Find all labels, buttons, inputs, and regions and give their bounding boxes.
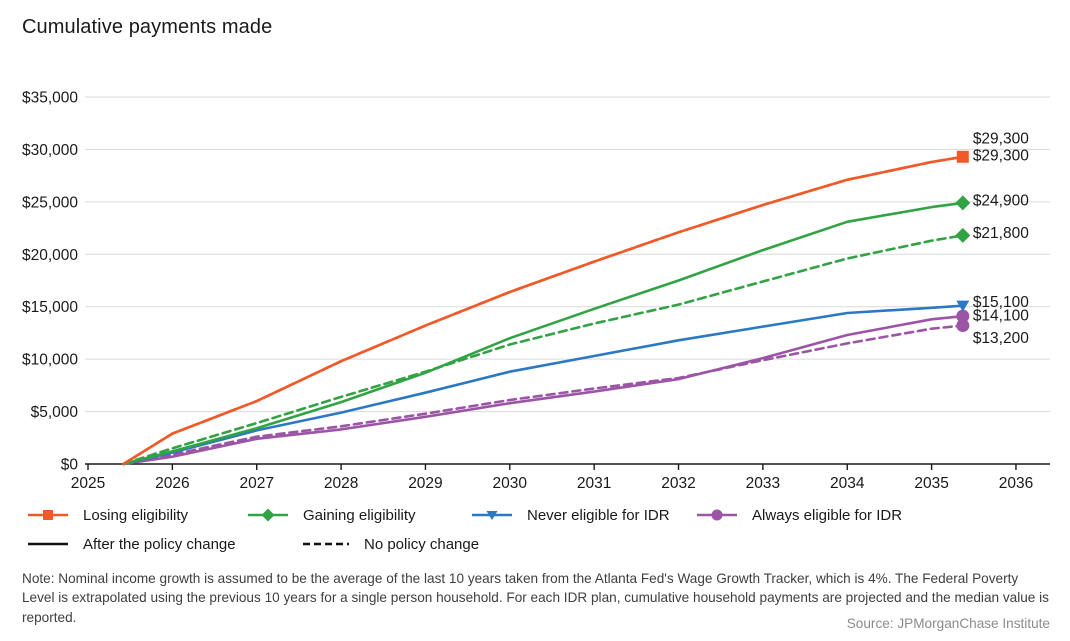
y-axis-tick-label: $10,000 xyxy=(22,352,78,369)
legend-label: Never eligible for IDR xyxy=(527,506,670,524)
note-text: Note: Nominal income growth is assumed t… xyxy=(22,571,1049,625)
x-axis-tick-label: 2035 xyxy=(914,475,948,492)
series-end-value-label: $14,100 xyxy=(973,308,1029,325)
x-axis-tick-label: 2025 xyxy=(71,475,105,492)
solid-line-swatch-icon xyxy=(28,542,68,546)
series-end-value-label: $13,200 xyxy=(973,330,1029,347)
never-eligible-swatch-icon xyxy=(472,511,512,520)
x-axis-tick-label: 2028 xyxy=(324,475,358,492)
x-axis-tick-label: 2027 xyxy=(239,475,273,492)
series-end-value-label: $15,100 xyxy=(973,294,1029,311)
legend-label: Losing eligibility xyxy=(83,506,189,524)
legend-item-gaining-eligibility: Gaining eligibility xyxy=(248,506,416,524)
series-line xyxy=(122,201,965,466)
y-axis-tick-label: $20,000 xyxy=(22,247,78,264)
y-axis-tick-label: $0 xyxy=(61,457,79,474)
x-axis-tick-label: 2036 xyxy=(999,475,1033,492)
y-axis-tick-label: $5,000 xyxy=(31,404,79,421)
x-axis-tick-label: 2031 xyxy=(577,475,611,492)
legend-label: Gaining eligibility xyxy=(303,506,416,524)
x-axis-tick-label: 2030 xyxy=(493,475,528,492)
x-axis-tick-label: 2033 xyxy=(746,475,780,492)
series-end-value-label: $29,300 xyxy=(973,130,1029,147)
legend-item-after-policy-change: After the policy change xyxy=(28,535,236,553)
gaining-eligibility-swatch-icon xyxy=(248,508,288,522)
series-line xyxy=(122,324,965,466)
y-axis-tick-label: $30,000 xyxy=(22,142,78,159)
series-line xyxy=(122,155,965,466)
legend-label: No policy change xyxy=(364,535,480,553)
always-eligible-swatch-icon xyxy=(697,509,737,521)
x-axis-tick-label: 2032 xyxy=(661,475,695,492)
series-line xyxy=(122,314,965,466)
legend-item-losing-eligibility: Losing eligibility xyxy=(28,506,188,524)
series-end-value-label: $21,800 xyxy=(973,225,1029,242)
chart-title: Cumulative payments made xyxy=(22,16,273,38)
losing-eligibility-swatch-icon xyxy=(28,510,68,520)
x-axis-tick-label: 2029 xyxy=(408,475,442,492)
y-axis-tick-label: $35,000 xyxy=(22,90,78,107)
legend-label: After the policy change xyxy=(83,535,236,553)
legend-label: Always eligible for IDR xyxy=(752,506,903,524)
legend-item-always-eligible: Always eligible for IDR xyxy=(697,506,902,524)
series-line xyxy=(122,155,965,466)
x-axis-tick-label: 2034 xyxy=(830,475,865,492)
series-line xyxy=(122,304,965,466)
legend-item-no-policy-change: No policy change xyxy=(303,535,479,553)
x-axis-tick-label: 2026 xyxy=(155,475,189,492)
cumulative-payments-line-chart: $0 $5,000 $10,000 $15,000 $20,000 $25,000 $30,… xyxy=(22,90,1050,492)
y-axis-tick-label: $25,000 xyxy=(22,194,78,211)
series-end-value-label: $24,900 xyxy=(973,192,1029,209)
source-text: Source: JPMorganChase Institute xyxy=(846,616,1050,631)
series-end-value-label: $29,300 xyxy=(973,147,1029,164)
legend-item-never-eligible: Never eligible for IDR xyxy=(472,506,670,524)
series-line xyxy=(122,234,965,466)
y-axis-tick-label: $15,000 xyxy=(22,299,78,316)
dashed-line-swatch-icon xyxy=(303,542,349,546)
